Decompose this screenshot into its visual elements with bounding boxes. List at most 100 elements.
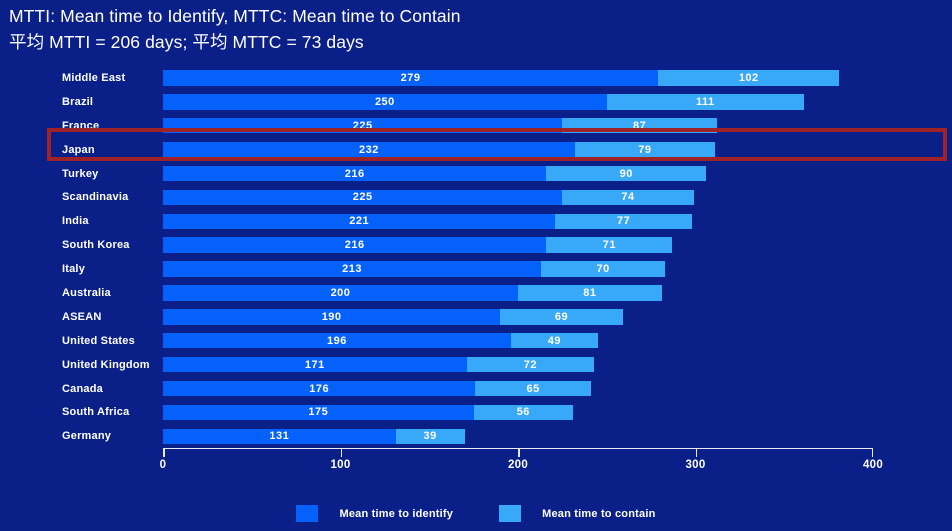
mttc-segment: 102 bbox=[658, 70, 840, 86]
bar-value: 56 bbox=[516, 406, 530, 419]
bar-value: 250 bbox=[374, 95, 395, 108]
bar-value: 69 bbox=[554, 310, 569, 323]
row-label: Italy bbox=[62, 263, 86, 276]
bar-value: 216 bbox=[344, 167, 365, 180]
bar-row: Canada 176 65 bbox=[0, 377, 952, 401]
bar-value: 190 bbox=[321, 310, 342, 323]
bar-value: 77 bbox=[616, 215, 631, 228]
bar-value: 216 bbox=[344, 239, 365, 252]
bar-value: 196 bbox=[327, 334, 347, 347]
bar-value: 74 bbox=[621, 191, 635, 204]
legend-label-identify: Mean time to identify bbox=[339, 507, 454, 520]
chart-title: MTTI: Mean time to Identify, MTTC: Mean … bbox=[9, 6, 461, 26]
bar-row: United Kingdom 171 72 bbox=[0, 353, 952, 377]
row-label: Middle East bbox=[62, 71, 126, 84]
legend: Mean time to identify Mean time to conta… bbox=[0, 505, 952, 522]
axis-tick bbox=[695, 449, 697, 457]
bar-value: 279 bbox=[400, 71, 421, 84]
row-label: France bbox=[62, 119, 100, 132]
mtti-segment: 176 bbox=[163, 380, 476, 397]
chart-subtitle: 平均 MTTI = 206 days; 平均 MTTC = 73 days bbox=[9, 32, 364, 52]
mtti-segment: 216 bbox=[163, 237, 547, 253]
axis-tick-label: 0 bbox=[159, 459, 167, 471]
mtti-segment: 216 bbox=[163, 165, 547, 182]
mtti-segment: 250 bbox=[163, 94, 607, 110]
row-label: Japan bbox=[62, 143, 95, 156]
mttc-segment: 49 bbox=[510, 332, 598, 349]
bar-value: 221 bbox=[349, 215, 370, 228]
bar-value: 171 bbox=[304, 358, 325, 371]
legend-label-contain: Mean time to contain bbox=[542, 507, 656, 520]
bar-row: Middle East 279 102 bbox=[0, 66, 952, 90]
mtti-segment: 213 bbox=[163, 261, 542, 277]
bar-value: 39 bbox=[423, 430, 437, 443]
mttc-segment: 81 bbox=[518, 285, 662, 301]
bar-row: United States 196 49 bbox=[0, 329, 952, 353]
x-axis: 0 100 200 300 400 bbox=[159, 448, 883, 475]
row-label: ASEAN bbox=[62, 310, 102, 323]
bar-row: Australia 200 81 bbox=[0, 281, 952, 305]
bar-row: France 225 87 bbox=[0, 114, 952, 138]
mttc-segment: 71 bbox=[546, 237, 673, 253]
row-label: United States bbox=[62, 334, 135, 347]
row-label: South Korea bbox=[62, 239, 130, 252]
bar-value: 200 bbox=[330, 286, 351, 299]
legend-item-contain: Mean time to contain bbox=[499, 505, 655, 522]
bar-value: 175 bbox=[308, 406, 329, 419]
row-label: United Kingdom bbox=[62, 358, 150, 371]
axis-tick bbox=[871, 449, 873, 457]
mttc-segment: 90 bbox=[546, 165, 707, 182]
row-label: Scandinavia bbox=[62, 191, 129, 204]
bar-value: 65 bbox=[526, 382, 540, 395]
row-label: South Africa bbox=[62, 406, 130, 419]
bar-value: 225 bbox=[352, 119, 373, 132]
bar-rows-container: Middle East 279 102 Brazil 250 111 France 225 87… bbox=[0, 66, 952, 448]
mtti-segment: 232 bbox=[163, 141, 575, 158]
chart-title-block: MTTI: Mean time to Identify, MTTC: Mean … bbox=[9, 3, 461, 55]
contain-swatch-icon bbox=[499, 505, 522, 522]
bar-row: Brazil 250 111 bbox=[0, 90, 952, 114]
mttc-segment: 39 bbox=[395, 428, 465, 445]
mtti-segment: 196 bbox=[163, 332, 511, 349]
mttc-segment: 87 bbox=[562, 117, 717, 134]
bar-row: South Korea 216 71 bbox=[0, 233, 952, 257]
bar-value: 232 bbox=[358, 143, 379, 156]
bar-value: 111 bbox=[695, 95, 715, 108]
mtti-segment: 221 bbox=[163, 213, 556, 230]
bar-row: Japan 232 79 bbox=[0, 138, 952, 162]
mttc-segment: 69 bbox=[500, 309, 623, 325]
bar-value: 176 bbox=[309, 382, 330, 395]
mttc-segment: 111 bbox=[606, 94, 804, 110]
axis-tick bbox=[518, 449, 520, 457]
mtti-segment: 171 bbox=[163, 356, 467, 373]
axis-tick-label: 100 bbox=[330, 459, 351, 471]
bar-value: 79 bbox=[638, 143, 652, 156]
axis-tick bbox=[163, 449, 165, 457]
mtti-segment: 225 bbox=[163, 117, 563, 134]
bar-row: Scandinavia 225 74 bbox=[0, 185, 952, 209]
bar-value: 90 bbox=[619, 167, 633, 180]
mttc-segment: 65 bbox=[475, 380, 591, 397]
bar-value: 81 bbox=[583, 286, 597, 299]
bar-value: 225 bbox=[352, 191, 373, 204]
axis-tick-label: 300 bbox=[685, 459, 706, 471]
mtti-segment: 175 bbox=[163, 404, 474, 421]
mttc-segment: 74 bbox=[562, 189, 694, 206]
axis-tick-label: 200 bbox=[507, 459, 529, 471]
bar-value: 87 bbox=[632, 119, 647, 132]
bar-row: ASEAN 190 69 bbox=[0, 305, 952, 329]
legend-item-identify: Mean time to identify bbox=[296, 505, 453, 522]
mttc-segment: 56 bbox=[473, 404, 574, 421]
mtti-segment: 279 bbox=[163, 70, 659, 86]
axis-tick bbox=[340, 449, 342, 457]
row-label: Australia bbox=[62, 286, 111, 299]
bar-value: 213 bbox=[342, 263, 362, 276]
bar-value: 71 bbox=[602, 239, 617, 252]
bar-row: Italy 213 70 bbox=[0, 257, 952, 281]
bar-value: 70 bbox=[596, 263, 610, 276]
bar-row: South Africa 175 56 bbox=[0, 400, 952, 424]
mttc-segment: 72 bbox=[466, 356, 595, 373]
row-label: Brazil bbox=[62, 95, 94, 108]
mttc-segment: 79 bbox=[574, 141, 716, 158]
